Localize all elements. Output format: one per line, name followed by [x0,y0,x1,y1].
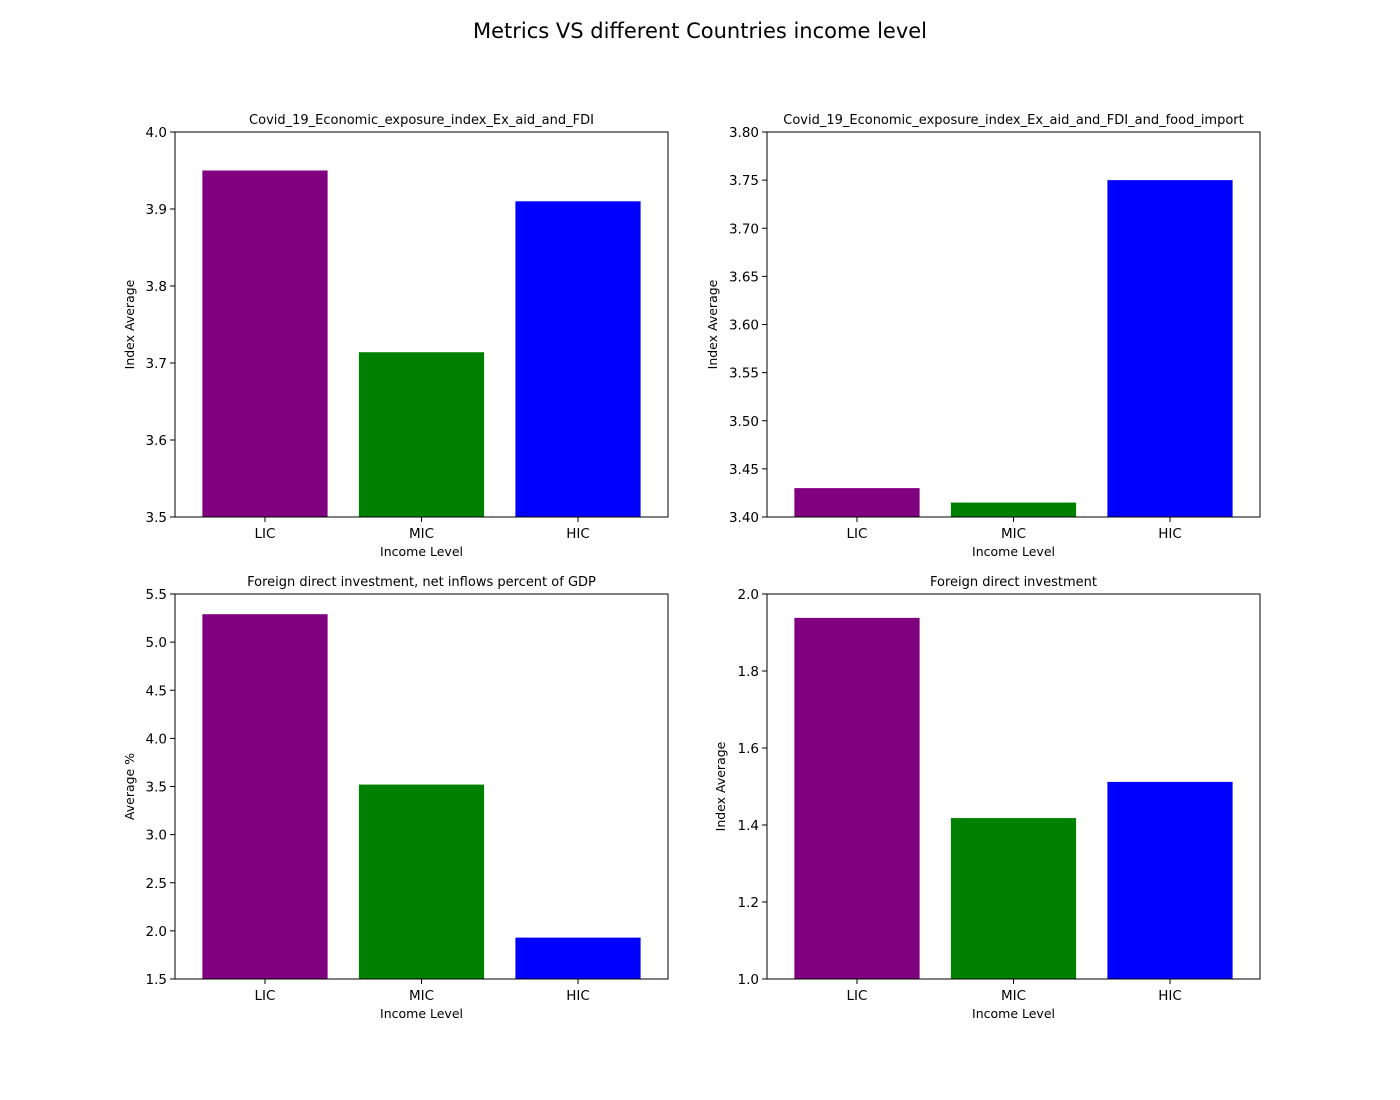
y-tick-label: 1.4 [738,818,759,834]
y-tick-label: 2.0 [146,924,167,940]
x-tick-label: LIC [255,988,276,1004]
y-tick-label: 1.0 [738,972,759,988]
x-tick-label: MIC [1001,988,1026,1004]
x-tick-label: LIC [847,988,868,1004]
x-axis-label: Income Level [380,544,463,559]
panel-title: Covid_19_Economic_exposure_index_Ex_aid_… [783,113,1244,128]
y-tick-label: 3.8 [146,279,167,295]
y-axis-label: Index Average [705,279,720,369]
x-axis-label: Income Level [380,1006,463,1021]
panel-foreign-direct-investment: 1.0 1.2 1.4 1.6 1.8 2.0 LIC MIC HIC Income Level I… [713,575,1261,1021]
bar-hic [515,201,641,518]
y-tick-label: 3.70 [729,221,759,237]
y-tick-label: 3.50 [729,414,759,430]
y-tick-label: 3.80 [729,125,759,141]
y-tick-label: 4.0 [146,731,167,747]
y-tick-label: 5.5 [146,587,167,603]
bar-hic [1107,180,1233,517]
x-tick-label: HIC [566,988,590,1004]
x-axis-label: Income Level [972,1006,1055,1021]
panel-economic-exposure-ex-aid-fdi-food-import: 3.40 3.45 3.50 3.55 3.60 3.65 3.70 3.75 3.80 LIC M… [705,113,1261,559]
bar-mic [358,352,485,517]
panel-title: Foreign direct investment, net inflows p… [247,575,596,590]
x-tick-label: LIC [847,526,868,542]
x-axis-label: Income Level [972,544,1055,559]
y-tick-label: 3.7 [146,356,167,372]
bar-lic [794,488,920,517]
panel-fdi-net-inflows-gdp: 1.5 2.0 2.5 3.0 3.5 4.0 4.5 5.0 5.5 LIC MIC HIC Inco… [122,575,669,1021]
bar-mic [358,784,485,979]
y-axis-label: Average % [122,753,137,820]
x-tick-label: MIC [409,526,434,542]
bar-mic [950,502,1077,517]
x-tick-label: HIC [566,526,590,542]
y-tick-label: 4.5 [146,683,167,699]
x-tick-label: MIC [409,988,434,1004]
bar-hic [1107,781,1233,979]
y-tick-label: 3.60 [729,318,759,334]
y-tick-label: 3.40 [729,510,759,526]
panel-economic-exposure-ex-aid-fdi: 3.5 3.6 3.7 3.8 3.9 4.0 LIC MIC HIC Income Level I… [122,113,669,559]
y-tick-label: 4.0 [146,125,167,141]
y-tick-label: 2.5 [146,876,167,892]
y-tick-label: 3.45 [729,462,759,478]
y-tick-label: 1.2 [738,895,759,911]
y-tick-label: 3.6 [146,433,167,449]
y-tick-label: 5.0 [146,635,167,651]
panel-title: Foreign direct investment [930,575,1097,590]
bar-lic [794,617,920,979]
y-tick-label: 3.65 [729,269,759,285]
x-tick-label: LIC [255,526,276,542]
bar-lic [202,614,328,979]
y-tick-label: 3.55 [729,366,759,382]
y-tick-label: 2.0 [738,587,759,603]
y-tick-label: 3.75 [729,173,759,189]
x-tick-label: MIC [1001,526,1026,542]
y-axis-label: Index Average [122,279,137,369]
y-axis-label: Index Average [713,741,728,831]
figure-title: Metrics VS different Countries income le… [473,19,927,43]
y-tick-label: 3.0 [146,828,167,844]
bar-mic [950,818,1077,979]
y-tick-label: 1.8 [738,664,759,680]
y-tick-label: 3.5 [146,510,167,526]
y-tick-label: 3.5 [146,780,167,796]
bar-lic [202,170,328,517]
bar-hic [515,937,641,979]
y-tick-label: 3.9 [146,202,167,218]
y-tick-label: 1.6 [738,741,759,757]
x-tick-label: HIC [1158,988,1182,1004]
x-tick-label: HIC [1158,526,1182,542]
panel-title: Covid_19_Economic_exposure_index_Ex_aid_… [249,113,594,128]
y-tick-label: 1.5 [146,972,167,988]
